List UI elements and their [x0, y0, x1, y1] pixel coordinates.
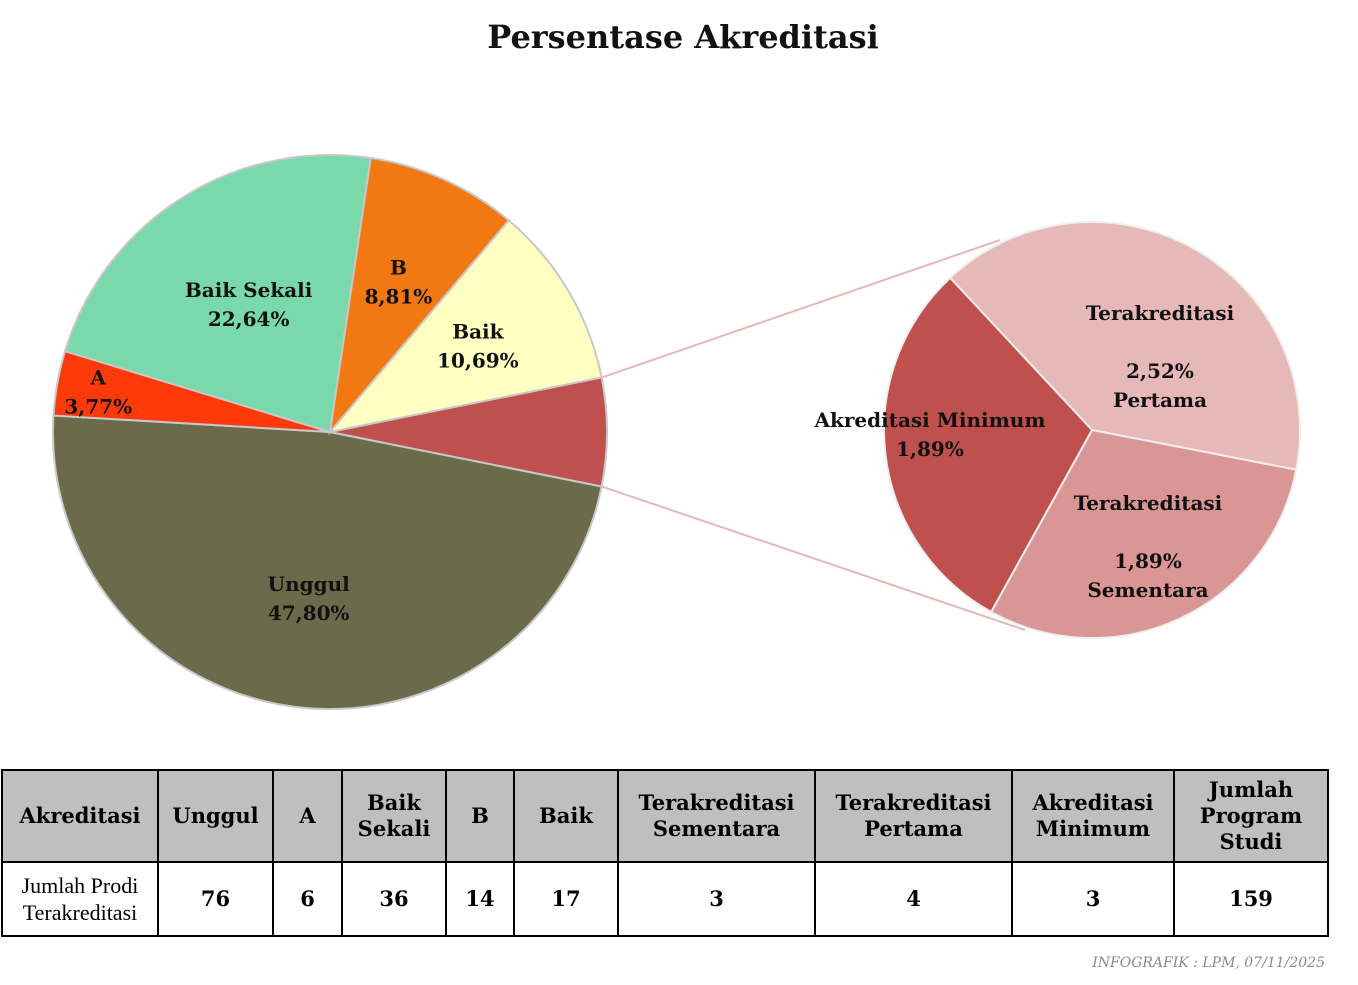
pie-slice — [989, 428, 1298, 639]
table-cell: 6 — [272, 861, 343, 937]
slice-label: Terakreditasi 2,52% Pertama — [1086, 301, 1235, 412]
slice-label-line: Pertama — [1113, 388, 1207, 412]
slice-label-line: Akreditasi Minimum — [814, 408, 1046, 432]
table-cell: 17 — [513, 861, 619, 937]
connector — [601, 239, 1001, 379]
slice-label-line: B — [390, 256, 407, 280]
footer: INFOGRAFIK : LPM, 07/11/2025 — [1092, 955, 1325, 971]
table-header-row: Akreditasi Unggul A Baik Sekali B Baik Terakre… — [1, 769, 1329, 863]
slice-label-line: A — [89, 365, 106, 389]
table-header-cell: Akreditasi — [1, 769, 159, 863]
pie-slice — [52, 414, 603, 710]
pie-slice — [63, 154, 372, 434]
table-row: Jumlah Prodi Terakreditasi 76 6 36 14 17 3 4 3 15… — [1, 861, 1329, 937]
table-header-cell: Terakreditasi Sementara — [617, 769, 816, 863]
table-header-cell: Unggul — [157, 769, 274, 863]
table-header-cell: Terakreditasi Pertama — [814, 769, 1013, 863]
table-header-cell: Baik Sekali — [341, 769, 447, 863]
slice-label-line: 1,89% — [1114, 549, 1182, 573]
pie-slice — [328, 156, 511, 436]
pie-slice-other — [329, 376, 608, 488]
table-header-cell: Akreditasi Minimum — [1011, 769, 1175, 863]
slice-label: Akreditasi Minimum 1,89% — [814, 408, 1046, 461]
slice-label: B 8,81% — [365, 256, 433, 309]
slice-label: Unggul 47,80% — [268, 572, 350, 625]
table-cell: Jumlah Prodi Terakreditasi — [1, 861, 159, 937]
slice-label-line: Baik — [452, 320, 504, 344]
slice-label-line: 2,52% — [1126, 359, 1194, 383]
pie-slice — [948, 221, 1301, 471]
slice-label-line: 47,80% — [268, 601, 350, 625]
table-cell: 159 — [1173, 861, 1329, 937]
slice-label: Terakreditasi 1,89% Sementara — [1074, 491, 1223, 602]
chart: Persentase Akreditasi Unggul 47,80% A 3,77%… — [52, 18, 1301, 710]
slice-label-line: 1,89% — [896, 437, 964, 461]
slice-label-line: Baik Sekali — [185, 278, 313, 302]
table-cell: 14 — [445, 861, 515, 937]
table-cell: 76 — [157, 861, 274, 937]
slice-label-line: Terakreditasi — [1086, 301, 1235, 325]
slice-label-line: Unggul — [268, 572, 350, 596]
slice-label-line: 8,81% — [365, 285, 433, 309]
table-cell: 3 — [1011, 861, 1175, 937]
table-header-cell: B — [445, 769, 515, 863]
slice-label: Baik Sekali 22,64% — [185, 278, 313, 331]
slice-label-line: 3,77% — [64, 394, 132, 418]
slice-label: A 3,77% — [64, 365, 132, 418]
table-header-cell: Jumlah Program Studi — [1173, 769, 1329, 863]
slice-label: Baik 10,69% — [437, 320, 519, 373]
slice-label-line: Terakreditasi — [1074, 491, 1223, 515]
table-header-cell: A — [272, 769, 343, 863]
slice-label-line: 10,69% — [437, 349, 519, 373]
table-cell: 36 — [341, 861, 447, 937]
pie-slice — [883, 276, 1094, 614]
connector — [601, 485, 1026, 631]
table-cell: 4 — [814, 861, 1013, 937]
table-cell: 3 — [617, 861, 816, 937]
slice-label-line: 22,64% — [208, 307, 290, 331]
pie-slice — [327, 218, 603, 434]
table: Akreditasi Unggul A Baik Sekali B Baik Terakre… — [1, 769, 1329, 937]
slice-label-line: Sementara — [1087, 578, 1208, 602]
table-header-cell: Baik — [513, 769, 619, 863]
chart-title: Persentase Akreditasi — [487, 18, 879, 56]
